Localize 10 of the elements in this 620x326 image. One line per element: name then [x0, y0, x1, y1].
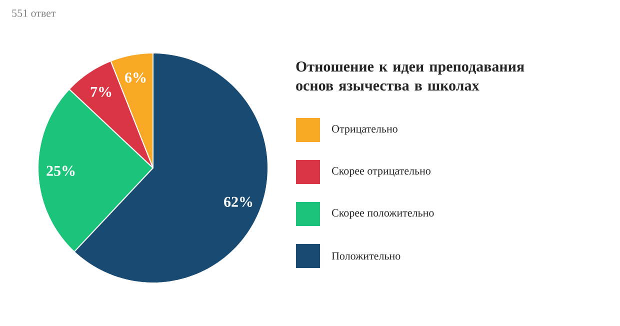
legend-label: Скорее положительно [332, 209, 434, 219]
data-label: 7% [90, 86, 112, 97]
legend-label: Отрицательно [332, 125, 398, 135]
chart-subtitle: 551 ответ [12, 10, 56, 17]
data-label: 62% [224, 196, 252, 207]
data-label: 25% [46, 166, 75, 176]
legend-label: Положительно [332, 252, 400, 260]
text: Отношение к идеи преподавания основ язычества в школах [296, 62, 524, 91]
legend-label: Скорее отрицательно [332, 167, 431, 177]
data-label: 6% [125, 72, 146, 83]
